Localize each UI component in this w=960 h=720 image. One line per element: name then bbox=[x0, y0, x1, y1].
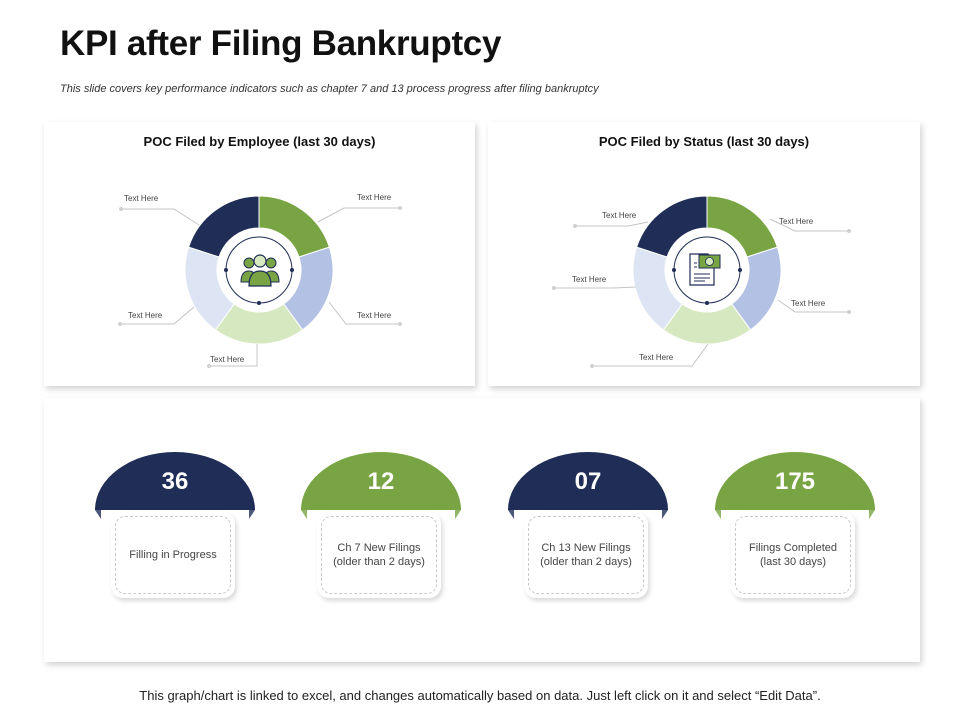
callout-line bbox=[769, 218, 849, 232]
center-ring-dot bbox=[257, 301, 261, 305]
kpi-label: Filling in Progress bbox=[129, 549, 217, 561]
slice-label: Text Here bbox=[357, 193, 392, 202]
slice-label: Text Here bbox=[357, 311, 392, 320]
kpi-value: 07 bbox=[574, 468, 602, 495]
kpi-ch13-new-filings[interactable]: 07 Ch 13 New Filings (older than 2 days) bbox=[508, 452, 668, 602]
slice-label: Text Here bbox=[639, 353, 674, 362]
donut-slice[interactable] bbox=[187, 195, 260, 258]
slice-label: Text Here bbox=[210, 355, 245, 364]
kpi-filling-in-progress[interactable]: 36 Filling in Progress bbox=[95, 452, 255, 602]
kpi-card: Filings Completed (last 30 days) bbox=[731, 512, 855, 598]
donut-slice[interactable] bbox=[258, 195, 331, 258]
kpi-panel: 36 Filling in Progress 12 Ch 7 New Filin… bbox=[44, 398, 920, 662]
kpi-ch7-new-filings[interactable]: 12 Ch 7 New Filings (older than 2 days) bbox=[301, 452, 461, 602]
callout-line bbox=[121, 208, 200, 226]
callout-line bbox=[209, 344, 258, 367]
slice-label: Text Here bbox=[124, 194, 159, 203]
callout-line bbox=[777, 299, 849, 313]
kpi-card: Ch 7 New Filings (older than 2 days) bbox=[317, 512, 441, 598]
callout-dot bbox=[119, 207, 123, 211]
slice-label: Text Here bbox=[572, 275, 607, 284]
employee-chart-title: POC Filed by Employee (last 30 days) bbox=[143, 134, 376, 149]
kpi-card: Filling in Progress bbox=[111, 512, 235, 598]
slide-title: KPI after Filing Bankruptcy bbox=[60, 24, 502, 63]
slide-subtitle: This slide covers key performance indica… bbox=[60, 83, 599, 95]
kpi-dome bbox=[95, 452, 255, 510]
kpi-dome bbox=[715, 452, 875, 510]
donut-slice[interactable] bbox=[706, 195, 779, 258]
kpi-value: 36 bbox=[161, 468, 189, 495]
callout-dot bbox=[398, 322, 402, 326]
kpi-ribbon-right bbox=[249, 510, 255, 519]
callout-dot bbox=[573, 224, 577, 228]
callout-dot bbox=[847, 229, 851, 233]
kpi-filings-completed[interactable]: 175 Filings Completed (last 30 days) bbox=[715, 452, 875, 602]
kpi-ribbon-right bbox=[869, 510, 875, 519]
callout-line bbox=[317, 207, 400, 223]
status-donut-chart[interactable] bbox=[488, 122, 920, 386]
status-chart-title: POC Filed by Status (last 30 days) bbox=[598, 134, 810, 149]
center-ring-dot bbox=[672, 268, 676, 272]
employee-donut-chart[interactable] bbox=[44, 122, 475, 386]
callout-line bbox=[328, 301, 400, 325]
employees-icon bbox=[240, 252, 280, 293]
callout-line bbox=[592, 343, 709, 367]
kpi-label: Filings Completed (last 30 days) bbox=[748, 542, 838, 568]
callout-line bbox=[554, 286, 637, 289]
callout-dot bbox=[118, 322, 122, 326]
slice-label: Text Here bbox=[791, 299, 826, 308]
footer-note: This graph/chart is linked to excel, and… bbox=[139, 688, 821, 703]
center-ring-dot bbox=[705, 301, 709, 305]
kpi-ribbon-left bbox=[95, 510, 101, 519]
callout-line bbox=[120, 306, 195, 325]
slice-label: Text Here bbox=[779, 217, 814, 226]
kpi-card: Ch 13 New Filings (older than 2 days) bbox=[524, 512, 648, 598]
kpi-value: 175 bbox=[774, 468, 816, 495]
kpi-label: Ch 13 New Filings (older than 2 days) bbox=[540, 542, 632, 568]
kpi-ribbon-left bbox=[508, 510, 514, 519]
slice-label: Text Here bbox=[602, 211, 637, 220]
callout-dot bbox=[847, 310, 851, 314]
employee-donut-panel[interactable]: POC Filed by Employee (last 30 days) Tex… bbox=[44, 122, 475, 386]
callout-dot bbox=[552, 286, 556, 290]
donut-slice[interactable] bbox=[635, 195, 708, 258]
status-donut-panel[interactable]: POC Filed by Status (last 30 days) Text … bbox=[488, 122, 920, 386]
center-ring-dot bbox=[224, 268, 228, 272]
kpi-ribbon-right bbox=[662, 510, 668, 519]
center-ring-dot bbox=[738, 268, 742, 272]
invoice-icon bbox=[687, 250, 721, 293]
slice-label: Text Here bbox=[128, 311, 163, 320]
kpi-ribbon-left bbox=[715, 510, 721, 519]
kpi-value: 12 bbox=[367, 468, 395, 495]
kpi-dome bbox=[301, 452, 461, 510]
center-ring-dot bbox=[290, 268, 294, 272]
kpi-label: Ch 7 New Filings (older than 2 days) bbox=[333, 542, 425, 568]
kpi-dome bbox=[508, 452, 668, 510]
callout-line bbox=[575, 221, 649, 227]
callout-dot bbox=[590, 364, 594, 368]
kpi-ribbon-right bbox=[455, 510, 461, 519]
kpi-ribbon-left bbox=[301, 510, 307, 519]
callout-dot bbox=[207, 364, 211, 368]
callout-dot bbox=[398, 206, 402, 210]
